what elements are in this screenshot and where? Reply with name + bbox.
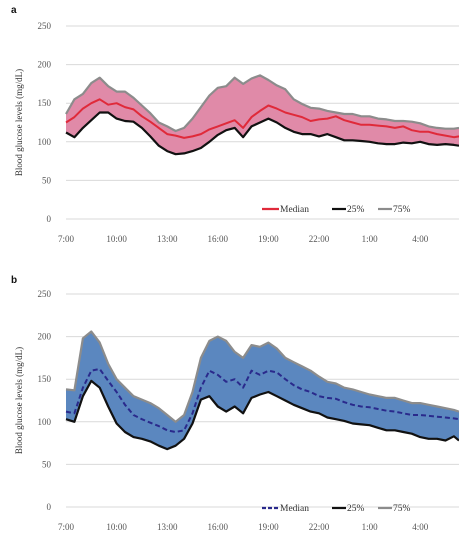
legend-label: Median bbox=[280, 205, 309, 215]
x-tick-label: 1:00 bbox=[362, 522, 379, 532]
legend: Median 25% 75% bbox=[262, 205, 411, 215]
x-tick-label: 22:00 bbox=[309, 234, 330, 244]
y-axis-label: Blood glucose levels (mg/dL) bbox=[14, 347, 24, 454]
y-axis-label: Blood glucose levels (mg/dL) bbox=[14, 69, 24, 176]
series-line-median bbox=[65, 98, 459, 139]
y-tick-label: 150 bbox=[38, 374, 52, 384]
y-tick-label: 200 bbox=[38, 332, 52, 342]
x-tick-label: 13:00 bbox=[157, 522, 178, 532]
y-tick-label: 150 bbox=[38, 98, 52, 108]
series-line-median bbox=[65, 368, 459, 433]
chart-panel-a: a 0 50 100 150 200 250 Blood glucose levels (mg… bbox=[11, 5, 459, 244]
series-line-25pct bbox=[65, 379, 459, 451]
x-tick-label: 1:00 bbox=[362, 234, 379, 244]
x-tick-label: 10:00 bbox=[106, 522, 127, 532]
iqr-band bbox=[66, 331, 459, 450]
x-tick-label: 7:00 bbox=[58, 234, 75, 244]
series-line-25pct bbox=[65, 111, 459, 156]
x-tick-label: 10:00 bbox=[106, 234, 127, 244]
x-tick-label: 16:00 bbox=[208, 522, 229, 532]
y-tick-label: 50 bbox=[42, 459, 52, 469]
panel-label: a bbox=[11, 5, 17, 16]
panel-label: b bbox=[11, 275, 17, 286]
x-tick-label: 19:00 bbox=[258, 234, 279, 244]
chart-panel-b: b 0 50 100 150 200 250 Blood glucose levels (mg… bbox=[11, 275, 459, 532]
y-tick-label: 250 bbox=[38, 289, 52, 299]
y-tick-label: 250 bbox=[38, 21, 52, 31]
y-tick-label: 100 bbox=[38, 137, 52, 147]
x-tick-label: 22:00 bbox=[309, 522, 330, 532]
x-tick-label: 4:00 bbox=[412, 234, 429, 244]
series-line-75pct bbox=[65, 330, 459, 423]
legend-label: 25% bbox=[347, 504, 365, 514]
series-line-75pct bbox=[65, 74, 459, 133]
x-tick-label: 13:00 bbox=[157, 234, 178, 244]
x-tick-label: 19:00 bbox=[258, 522, 279, 532]
legend: Median 25% 75% bbox=[262, 504, 411, 514]
iqr-band bbox=[66, 75, 459, 155]
y-tick-label: 200 bbox=[38, 60, 52, 70]
legend-label: 75% bbox=[393, 205, 411, 215]
y-tick-label: 0 bbox=[47, 214, 52, 224]
x-tick-label: 16:00 bbox=[208, 234, 229, 244]
y-tick-label: 0 bbox=[47, 502, 52, 512]
legend-label: 25% bbox=[347, 205, 365, 215]
x-tick-label: 4:00 bbox=[412, 522, 429, 532]
legend-label: 75% bbox=[393, 504, 411, 514]
y-tick-label: 100 bbox=[38, 417, 52, 427]
x-tick-label: 7:00 bbox=[58, 522, 75, 532]
legend-label: Median bbox=[280, 504, 309, 514]
y-tick-label: 50 bbox=[42, 175, 52, 185]
